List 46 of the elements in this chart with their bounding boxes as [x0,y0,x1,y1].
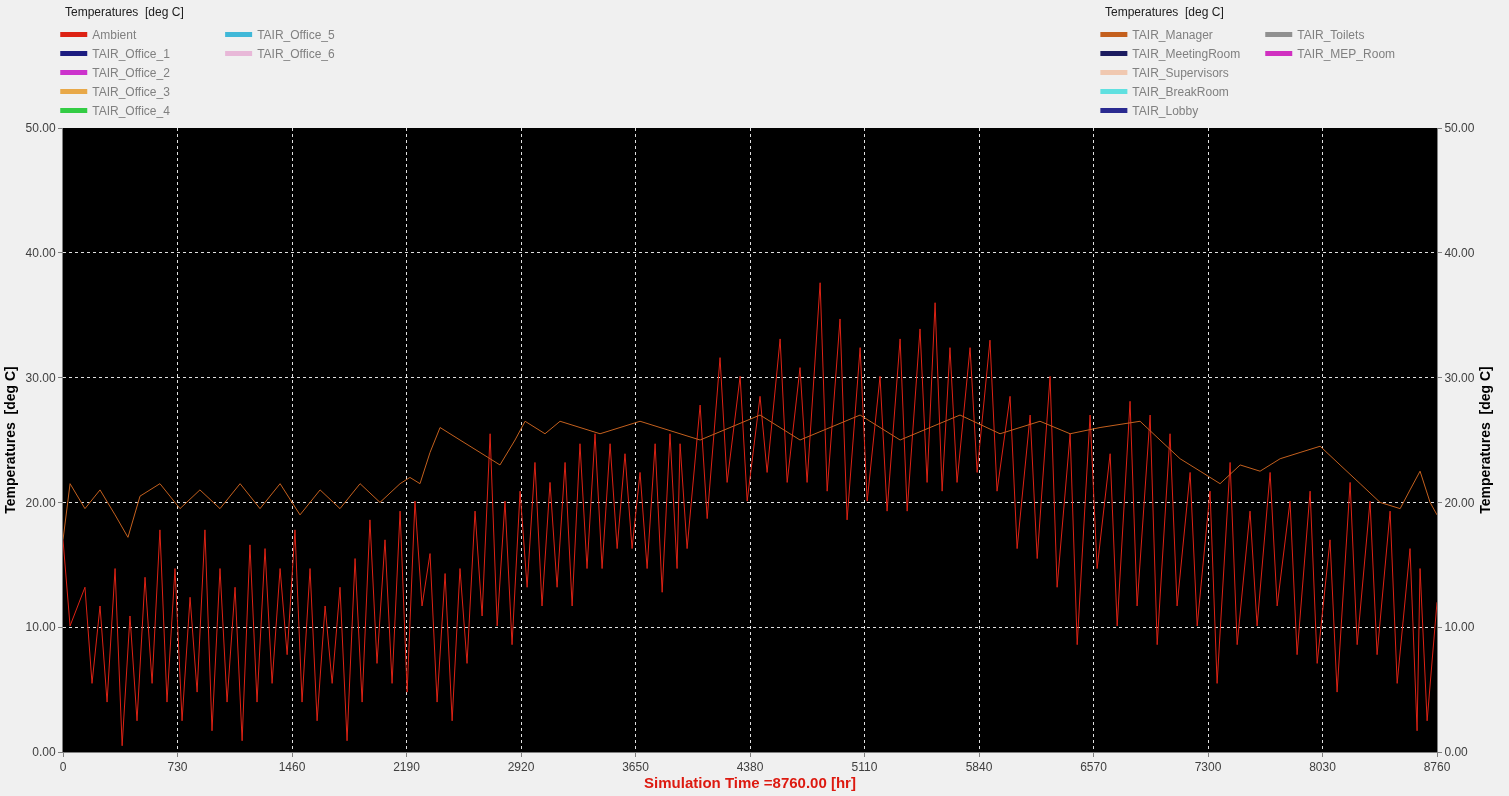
legend-label: TAIR_MeetingRoom [1132,47,1241,62]
x-tick-label: 4380 [736,760,764,775]
legend-label: TAIR_Supervisors [1132,66,1229,81]
y2-tick-label: 40.00 [1444,246,1475,260]
y2-tick-label: 20.00 [1444,495,1475,510]
line-series [63,282,1437,747]
legend-label: TAIR_BreakRoom [1132,85,1229,100]
y-tick-label: 20.00 [25,495,56,510]
x-tick-label: 2190 [393,760,421,775]
y2-tick-label: 50.00 [1444,121,1475,136]
x-tick-label: 6570 [1080,760,1108,775]
y-tick-label: 50.00 [25,121,56,136]
legend-label: TAIR_Office_6 [257,47,336,62]
x-tick-label: 3650 [622,760,650,775]
x-tick-label: 5110 [851,760,878,775]
legend-label: TAIR_Office_5 [257,28,336,43]
x-tick-label: 5840 [965,760,993,775]
x-tick-label: 8030 [1309,760,1337,775]
x-axis-title: Simulation Time =8760.00 [hr] [644,774,856,792]
legend-label: TAIR_Office_4 [92,104,171,119]
legend-label: TAIR_Toilets [1297,28,1365,43]
x-tick-label: 1460 [278,760,306,775]
legend-label: TAIR_Lobby [1132,104,1199,119]
text: Temperatures [deg C] [1105,5,1224,19]
legend-title: Temperatures [deg C] [65,5,184,19]
y-tick-label: 40.00 [25,246,56,260]
legend-label: TAIR_Manager [1132,28,1213,43]
y2-tick-label: 0.00 [1444,745,1469,760]
y-tick-label: 0.00 [32,745,56,760]
y2-axis-title: Temperatures [deg C] [1477,366,1494,514]
legend-label: TAIR_MEP_Room [1297,47,1396,62]
y2-tick-label: 30.00 [1444,370,1475,385]
x-tick-label: 7300 [1194,760,1222,775]
y-tick-label: 30.00 [25,370,56,385]
x-tick-label: 730 [167,760,188,775]
x-tick-label: 0 [59,760,67,775]
legend-label: TAIR_Office_1 [92,47,171,62]
legend-label: TAIR_Office_2 [92,66,171,81]
legend-label: TAIR_Office_3 [92,85,171,100]
x-tick-label: 8760 [1423,760,1451,775]
y2-tick-label: 10.00 [1444,620,1475,635]
y-tick-label: 10.00 [25,620,56,635]
legend-label: Ambient [92,28,137,43]
y-axis-title: Temperatures [deg C] [2,366,19,514]
x-tick-label: 2920 [507,760,535,775]
line-series [63,414,1437,541]
